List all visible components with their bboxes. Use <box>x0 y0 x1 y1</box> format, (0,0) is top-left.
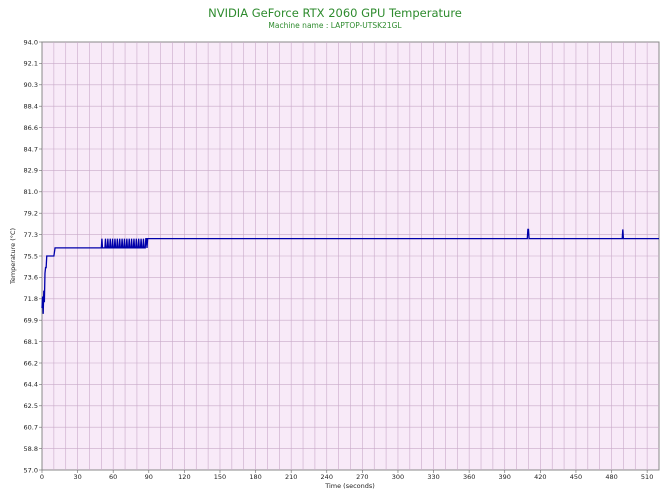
x-tick-label: 30 <box>73 473 81 481</box>
y-tick-label: 69.9 <box>24 317 38 325</box>
series-group <box>41 228 659 314</box>
x-tick-label: 480 <box>605 473 617 481</box>
x-tick-label: 420 <box>534 473 546 481</box>
x-tick-label: 150 <box>214 473 226 481</box>
x-tick-label: 90 <box>145 473 153 481</box>
y-tick-label: 60.7 <box>24 424 38 432</box>
y-tick-label: 84.7 <box>24 145 38 153</box>
y-tick-label: 57.0 <box>24 466 38 474</box>
y-tick-label: 92.1 <box>24 60 38 68</box>
y-tick-label: 82.9 <box>24 167 38 175</box>
x-tick-label: 330 <box>427 473 439 481</box>
y-tick-label: 71.8 <box>24 295 38 303</box>
y-tick-label: 90.3 <box>24 81 38 89</box>
x-tick-label: 120 <box>178 473 190 481</box>
x-tick-label: 360 <box>463 473 475 481</box>
x-tick-label: 60 <box>109 473 117 481</box>
y-tick-label: 66.2 <box>24 359 38 367</box>
y-tick-label: 68.1 <box>24 338 38 346</box>
x-tick-label: 450 <box>570 473 582 481</box>
temperature-series-line <box>41 228 659 314</box>
x-tick-label: 390 <box>499 473 511 481</box>
x-tick-label: 270 <box>356 473 368 481</box>
y-axis-label: Temperature (°C) <box>9 228 17 285</box>
y-tick-label: 64.4 <box>24 381 38 389</box>
x-tick-label: 180 <box>249 473 261 481</box>
x-tick-label: 0 <box>40 473 44 481</box>
y-tick-label: 81.0 <box>24 188 38 196</box>
y-tick-label: 77.3 <box>24 231 38 239</box>
y-tick-label: 88.4 <box>24 103 38 111</box>
x-tick-label: 300 <box>392 473 404 481</box>
x-tick-label: 240 <box>321 473 333 481</box>
y-tick-label: 62.5 <box>24 402 38 410</box>
y-tick-label: 79.2 <box>24 210 38 218</box>
x-tick-label: 510 <box>641 473 653 481</box>
y-tick-label: 58.8 <box>24 445 38 453</box>
y-tick-label: 86.6 <box>24 124 38 132</box>
chart-subtitle: Machine name : LAPTOP-UTSK21GL <box>268 21 402 30</box>
y-tick-label: 94.0 <box>24 38 38 46</box>
chart-title: NVIDIA GeForce RTX 2060 GPU Temperature <box>208 6 462 20</box>
x-axis-ticks: 0 30 60 90 120 150 180 210 240 270 300 330 360 390 420… <box>40 470 653 481</box>
y-tick-label: 75.5 <box>24 252 38 260</box>
y-axis-ticks: 94.0 92.1 90.3 88.4 86.6 84.7 82.9 81.0 79.2 77.3… <box>24 38 42 474</box>
grid <box>42 42 659 470</box>
x-axis-label: Time (seconds) <box>324 482 375 490</box>
x-tick-label: 210 <box>285 473 297 481</box>
y-tick-label: 73.6 <box>24 274 38 282</box>
